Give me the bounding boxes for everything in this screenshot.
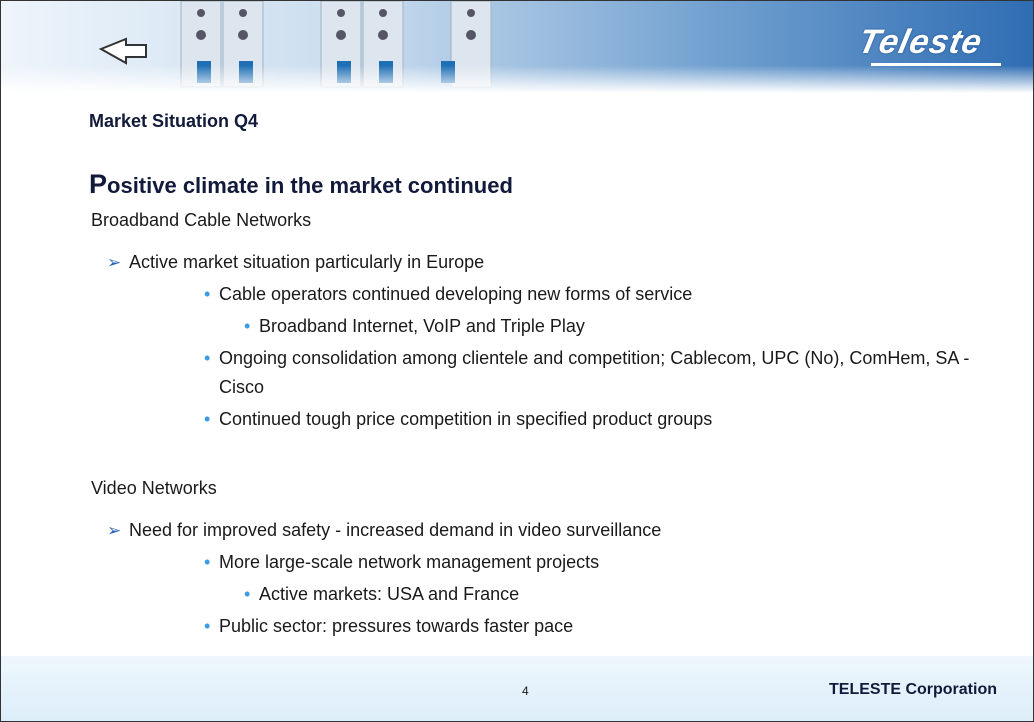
logo-underline xyxy=(871,63,1001,66)
bullet-text: Need for improved safety - increased dem… xyxy=(129,520,662,540)
bullet-text: Ongoing consolidation among clientele an… xyxy=(219,348,970,397)
bullet-item: ➢ Need for improved safety - increased de… xyxy=(91,516,991,545)
bullet-text: Continued tough price competition in spe… xyxy=(219,409,713,429)
bullet-icon: • xyxy=(244,584,251,604)
bullet-icon: • xyxy=(204,616,211,636)
bullet-text: Active market situation particularly in … xyxy=(129,252,485,272)
bullet-icon: • xyxy=(204,348,211,368)
bullet-text: More large-scale network management proj… xyxy=(219,552,600,572)
banner xyxy=(1,1,1033,93)
bullet-text: Public sector: pressures towards faster … xyxy=(219,616,574,636)
page-number: 4 xyxy=(522,684,529,698)
bullet-item: • Ongoing consolidation among clientele a… xyxy=(91,344,991,402)
heading: Positive climate in the market continued xyxy=(89,169,513,199)
bullet-item: • Cable operators continued developing ne… xyxy=(91,280,991,309)
bullet-icon: • xyxy=(204,284,211,304)
bullet-item: • Public sector: pressures towards faster… xyxy=(91,612,991,641)
bullet-item: ➢ Active market situation particularly in… xyxy=(91,248,991,277)
bullet-item: • Continued tough price competition in sp… xyxy=(91,405,991,434)
logo: Teleste xyxy=(855,23,987,61)
bullet-item: • Broadband Internet, VoIP and Triple Pla… xyxy=(91,312,991,341)
bullet-icon: ➢ xyxy=(107,521,122,540)
bullet-icon: ➢ xyxy=(107,253,122,272)
title: Market Situation Q4 xyxy=(89,111,259,131)
bullet-text: Broadband Internet, VoIP and Triple Play xyxy=(259,316,585,336)
bullet-item: • More large-scale network management pro… xyxy=(91,548,991,577)
bullet-icon: • xyxy=(244,316,251,336)
section-title: Broadband Cable Networks xyxy=(91,210,312,230)
bullet-item: • Active markets: USA and France xyxy=(91,580,991,609)
bullet-icon: • xyxy=(204,409,211,429)
bullet-text: Active markets: USA and France xyxy=(259,584,520,604)
bullet-icon: • xyxy=(204,552,211,572)
body: Broadband Cable Networks ➢ Active market s… xyxy=(91,208,991,644)
section-title: Video Networks xyxy=(91,478,217,498)
footer: 4 TELESTE Corporation xyxy=(1,656,1033,721)
company: TELESTE Corporation xyxy=(829,681,997,698)
bullet-text: Cable operators continued developing new… xyxy=(219,284,693,304)
